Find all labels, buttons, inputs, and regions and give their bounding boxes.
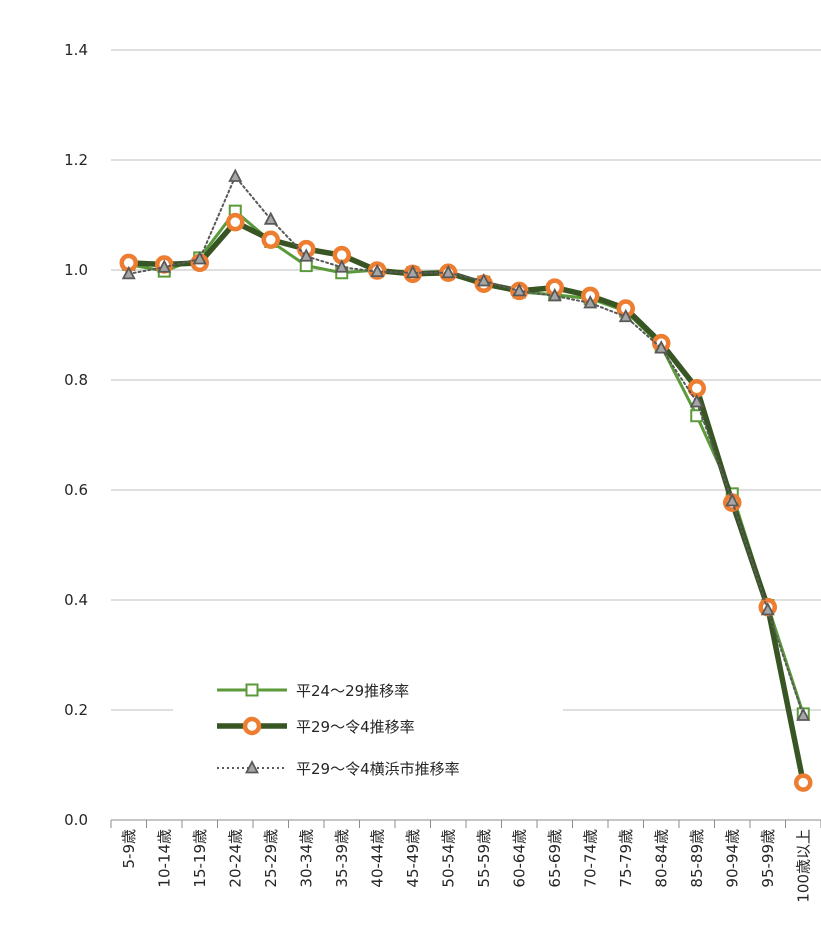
x-tick-label: 35-39歳 — [333, 829, 351, 888]
x-tick-label: 95-99歳 — [759, 829, 777, 888]
x-tick-label: 5-9歳 — [120, 829, 138, 869]
series-line — [127, 209, 805, 716]
data-point — [226, 212, 245, 232]
data-point — [263, 211, 278, 225]
data-point — [690, 409, 704, 423]
x-axis-tick-labels: 5-9歳 10-14歳 15-19歳 20-24歳 25-29歳 30-34歳 35-39歳… — [120, 829, 813, 903]
x-tick-label: 60-64歳 — [510, 829, 528, 888]
x-tick-label: 50-54歳 — [439, 829, 457, 888]
y-tick-label: 0.4 — [64, 591, 88, 609]
y-tick-label: 0.2 — [64, 701, 88, 719]
legend-swatch-marker — [245, 760, 259, 774]
data-point — [654, 340, 669, 354]
legend-swatch-marker — [242, 716, 262, 736]
legend-label: 平29～令4推移率 — [296, 718, 415, 736]
series-2 — [119, 212, 813, 792]
data-point — [689, 394, 704, 408]
x-tick-label: 70-74歳 — [581, 829, 599, 888]
x-tick-label: 80-84歳 — [652, 829, 670, 888]
y-tick-label: 0.8 — [64, 371, 88, 389]
y-tick-label: 1.4 — [64, 41, 88, 59]
data-point — [121, 265, 136, 280]
series-1 — [122, 204, 810, 721]
data-point — [192, 251, 207, 265]
x-axis — [110, 820, 821, 828]
data-point — [476, 273, 491, 287]
x-tick-label: 45-49歳 — [404, 829, 422, 888]
data-point — [760, 601, 775, 616]
data-point — [370, 263, 385, 278]
series-3 — [121, 168, 811, 721]
x-tick-label: 30-34歳 — [297, 829, 315, 888]
y-tick-label: 1.2 — [64, 151, 88, 169]
x-tick-label: 15-19歳 — [191, 829, 209, 888]
x-tick-label: 100歳以上 — [794, 829, 812, 903]
series-line — [127, 175, 805, 717]
data-point — [261, 230, 280, 249]
y-tick-label: 0.6 — [64, 481, 88, 499]
data-point — [725, 493, 740, 507]
data-point — [547, 287, 562, 302]
x-tick-label: 40-44歳 — [368, 829, 386, 888]
data-point — [512, 282, 527, 297]
data-point — [405, 264, 420, 279]
legend-swatch-marker — [245, 683, 259, 697]
data-point — [618, 308, 633, 323]
x-tick-label: 20-24歳 — [226, 829, 244, 888]
data-point — [583, 295, 598, 309]
data-point — [441, 264, 456, 279]
y-tick-label: 0.0 — [64, 811, 88, 829]
y-tick-label: 1.0 — [64, 261, 88, 279]
data-point — [796, 707, 811, 721]
data-point — [334, 259, 349, 273]
series-group — [119, 168, 813, 792]
data-point — [228, 168, 243, 182]
x-tick-label: 65-69歳 — [546, 829, 564, 888]
x-tick-label: 10-14歳 — [155, 829, 173, 888]
x-tick-label: 25-29歳 — [262, 829, 280, 888]
data-point — [299, 259, 313, 273]
x-tick-label: 55-59歳 — [475, 829, 493, 888]
data-point — [157, 259, 172, 273]
y-axis-tick-labels: 0.0 0.2 0.4 0.6 0.8 1.0 1.2 1.4 — [64, 41, 88, 829]
data-point — [687, 379, 706, 398]
data-point — [794, 773, 813, 792]
legend-label: 平24～29推移率 — [296, 682, 409, 700]
data-point — [299, 248, 314, 262]
x-tick-label: 75-79歳 — [617, 829, 635, 888]
x-tick-label: 90-94歳 — [723, 829, 741, 888]
legend-label: 平29～令4横浜市推移率 — [296, 760, 460, 778]
x-tick-label: 85-89歳 — [688, 829, 706, 888]
